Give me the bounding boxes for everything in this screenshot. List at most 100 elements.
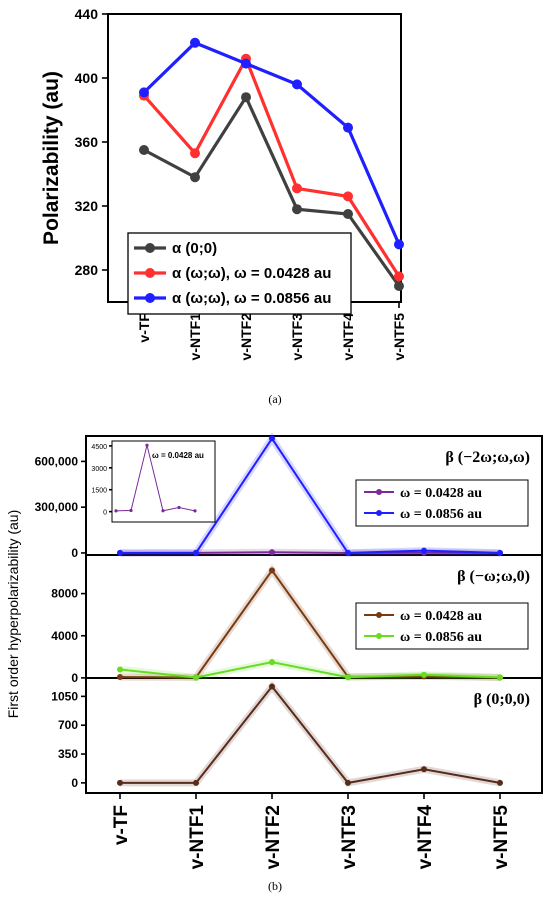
chart-b-caption: (b) xyxy=(268,879,282,893)
chart-b-xtick-label-4: v-NTF4 xyxy=(415,805,436,870)
chart-a-series-0-line xyxy=(143,93,401,287)
chart-a-series-2-point-3 xyxy=(292,79,302,90)
chart-a-series-2-line xyxy=(142,40,401,246)
chart-b-panel-0-legend-label-1: ω = 0.0856 au xyxy=(400,507,482,522)
chart-a-series-2-point-1 xyxy=(190,37,200,48)
chart-b-inset-point-1 xyxy=(129,508,133,513)
chart-a-legend: α (0;0) α (ω;ω), ω = 0.0428 au α (ω;ω), ω … xyxy=(127,232,352,315)
chart-b-panel-1-series-0-point-0 xyxy=(117,674,123,681)
chart-a-series-2-point-4 xyxy=(343,122,353,133)
chart-b-ylabel: First order hyperpolarizability (au) xyxy=(5,510,21,719)
chart-a-series-2-point-0 xyxy=(139,87,149,98)
chart-a-xtick-label-1: v-NTF1 xyxy=(187,313,203,361)
chart-b-panel-0-series-1-point-3 xyxy=(345,549,351,556)
chart-b-panel-1-ytick-label-1: 4000 xyxy=(51,629,78,643)
chart-b-panel-0-ytick-label-1: 300,000 xyxy=(35,500,79,514)
chart-a-series-0-point-5 xyxy=(394,281,404,291)
chart-b-inset-point-4 xyxy=(177,505,181,510)
chart-b-panel-2: 0 350 700 1050 β (0;0,0) xyxy=(51,680,530,790)
chart-b-panel-0-series-1-point-5 xyxy=(497,549,503,556)
chart-b-panel-1-series-0-line xyxy=(119,568,501,679)
chart-a-legend-marker-2 xyxy=(145,293,155,303)
chart-b-panel-2-title: β (0;0,0) xyxy=(474,691,530,708)
chart-a-series-0-point-3 xyxy=(292,204,302,215)
chart-b: First order hyperpolarizability (au) v-T… xyxy=(5,432,543,893)
chart-b-inset-ytick-label-2: 3000 xyxy=(91,466,107,473)
chart-b-panel-0-series-1-point-4 xyxy=(421,547,427,554)
chart-b-panel-0-title: β (−2ω;ω,ω) xyxy=(445,449,530,466)
chart-b-panel-0-ytick-label-0: 0 xyxy=(71,546,78,560)
chart-a-xtick-label-2: v-NTF2 xyxy=(238,313,254,361)
chart-b-inset-line xyxy=(115,445,196,512)
chart-b-panel-0-series-1-point-0 xyxy=(117,549,123,556)
chart-b-panel-2-ytick-label-1: 350 xyxy=(58,747,78,761)
chart-b-panel-0-legend-marker-0 xyxy=(376,489,382,495)
chart-a-series-1-point-4 xyxy=(343,191,353,202)
chart-a-series-0-point-4 xyxy=(343,209,353,219)
chart-b-panel-1-legend-label-1: ω = 0.0856 au xyxy=(400,630,482,645)
chart-b-panel-0-series-1-point-1 xyxy=(193,549,199,556)
chart-a-ytick-label-400: 400 xyxy=(75,70,99,86)
chart-a-series-0-point-1 xyxy=(190,172,200,183)
chart-a-series-2-point-2 xyxy=(241,58,251,69)
chart-a-ytick-label-320: 320 xyxy=(75,198,99,214)
chart-b-panel-1-series-1-line xyxy=(119,661,501,679)
chart-a-caption: (a) xyxy=(268,392,281,406)
chart-a-legend-label-1: α (ω;ω), ω = 0.0428 au xyxy=(172,265,331,282)
chart-a-legend-marker-1 xyxy=(145,268,155,278)
chart-b-xtick-label-3: v-NTF3 xyxy=(339,805,360,869)
chart-b-panel-1-series-1-point-2 xyxy=(269,659,275,666)
chart-a-ylabel: Polarizability (au) xyxy=(40,71,63,245)
chart-b-panel-1-series-1-point-1 xyxy=(193,674,199,681)
chart-b-panel-1-title: β (−ω;ω,0) xyxy=(457,568,530,585)
chart-a-series-1-point-1 xyxy=(190,148,200,159)
chart-b-xtick-label-2: v-NTF2 xyxy=(263,805,284,869)
chart-b-panel-2-series-0-point-5 xyxy=(497,779,503,786)
chart-b-panel-0-series-1-line xyxy=(119,436,501,554)
chart-b-inset-point-5 xyxy=(193,509,197,513)
chart-a-ytick-label-280: 280 xyxy=(75,262,99,278)
chart-b-inset-frame xyxy=(111,440,216,523)
chart-b-panel-1-legend-marker-0 xyxy=(376,612,382,618)
chart-b-panel-1-series-1-point-0 xyxy=(117,666,123,673)
chart-b-panel-1-legend-label-0: ω = 0.0428 au xyxy=(400,609,482,624)
chart-b-panel-2-series-0-point-1 xyxy=(193,779,199,786)
chart-b-panel-0-legend-marker-1 xyxy=(376,510,382,516)
chart-a-legend-label-2: α (ω;ω), ω = 0.0856 au xyxy=(172,290,331,307)
chart-b-panel-1-ytick-label-0: 0 xyxy=(71,671,78,685)
chart-b-frame xyxy=(85,435,543,794)
chart-b-panel-1-series-1-point-3 xyxy=(345,674,351,681)
chart-a-legend-marker-0 xyxy=(145,243,155,253)
chart-a-xtick-label-4: v-NTF4 xyxy=(340,313,356,361)
chart-b-inset-point-0 xyxy=(114,509,118,513)
chart-b-inset-label: ω = 0.0428 au xyxy=(152,451,204,460)
chart-b-panel-2-series-0-point-2 xyxy=(269,683,275,690)
chart-a-series-1-line xyxy=(142,55,401,278)
chart-b-panel-1-ytick-label-2: 8000 xyxy=(51,587,78,601)
chart-a-ytick-label-360: 360 xyxy=(75,134,99,150)
chart-b-panel-2-ytick-label-3: 1050 xyxy=(51,689,78,703)
chart-b-panel-1-legend-marker-1 xyxy=(376,633,382,639)
chart-b-panel-0: 0 300,000 600,000 β (−2ω;ω,ω) ω = 0.0428 au ω… xyxy=(35,432,530,560)
chart-b-panel-2-series-0-point-0 xyxy=(117,779,123,786)
chart-a-series-2-point-5 xyxy=(394,239,404,250)
chart-b-inset-ytick-label-0: 0 xyxy=(103,510,107,517)
chart-b-panel-1-series-1-point-5 xyxy=(497,674,503,681)
chart-a-legend-label-0: α (0;0) xyxy=(172,240,217,257)
chart-a: Polarizability (au) 280 320 360 400 440 v-TF… xyxy=(40,6,407,406)
chart-b-panel-2-ytick-label-0: 0 xyxy=(71,776,78,790)
chart-a-series xyxy=(139,37,404,291)
chart-a-series-1-point-5 xyxy=(394,271,404,282)
chart-b-panel-2-ytick-label-2: 700 xyxy=(58,718,78,732)
chart-b-panel-0-ytick-label-2: 600,000 xyxy=(35,454,79,468)
chart-a-series-1-point-3 xyxy=(292,183,302,194)
chart-a-series-0-point-2 xyxy=(241,92,251,103)
chart-a-xtick-label-0: v-TF xyxy=(136,313,152,343)
chart-b-xtick-label-0: v-TF xyxy=(111,805,132,845)
chart-b-panel-1-legend-box xyxy=(355,602,529,650)
chart-b-panel-2-series-0-point-4 xyxy=(421,766,427,773)
chart-a-yticks: 280 320 360 400 440 xyxy=(75,6,108,278)
chart-a-ytick-label-440: 440 xyxy=(75,6,99,22)
chart-b-xtick-label-1: v-NTF1 xyxy=(187,805,208,870)
